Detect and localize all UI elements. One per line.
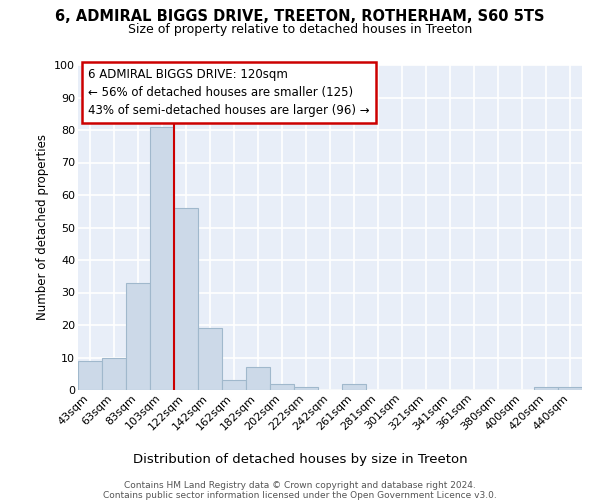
Bar: [126, 283, 150, 390]
Text: Distribution of detached houses by size in Treeton: Distribution of detached houses by size …: [133, 452, 467, 466]
Text: Size of property relative to detached houses in Treeton: Size of property relative to detached ho…: [128, 23, 472, 36]
Y-axis label: Number of detached properties: Number of detached properties: [35, 134, 49, 320]
Bar: [294, 387, 318, 390]
Bar: [102, 358, 126, 390]
Text: Contains HM Land Registry data © Crown copyright and database right 2024.
Contai: Contains HM Land Registry data © Crown c…: [103, 481, 497, 500]
Bar: [534, 387, 558, 390]
Bar: [150, 126, 174, 390]
Bar: [270, 384, 294, 390]
Bar: [222, 380, 246, 390]
Bar: [246, 367, 270, 390]
Bar: [198, 328, 222, 390]
Bar: [342, 384, 366, 390]
Text: 6, ADMIRAL BIGGS DRIVE, TREETON, ROTHERHAM, S60 5TS: 6, ADMIRAL BIGGS DRIVE, TREETON, ROTHERH…: [55, 9, 545, 24]
Bar: [558, 387, 582, 390]
Bar: [174, 208, 198, 390]
Bar: [78, 361, 102, 390]
Text: 6 ADMIRAL BIGGS DRIVE: 120sqm
← 56% of detached houses are smaller (125)
43% of : 6 ADMIRAL BIGGS DRIVE: 120sqm ← 56% of d…: [88, 68, 370, 117]
